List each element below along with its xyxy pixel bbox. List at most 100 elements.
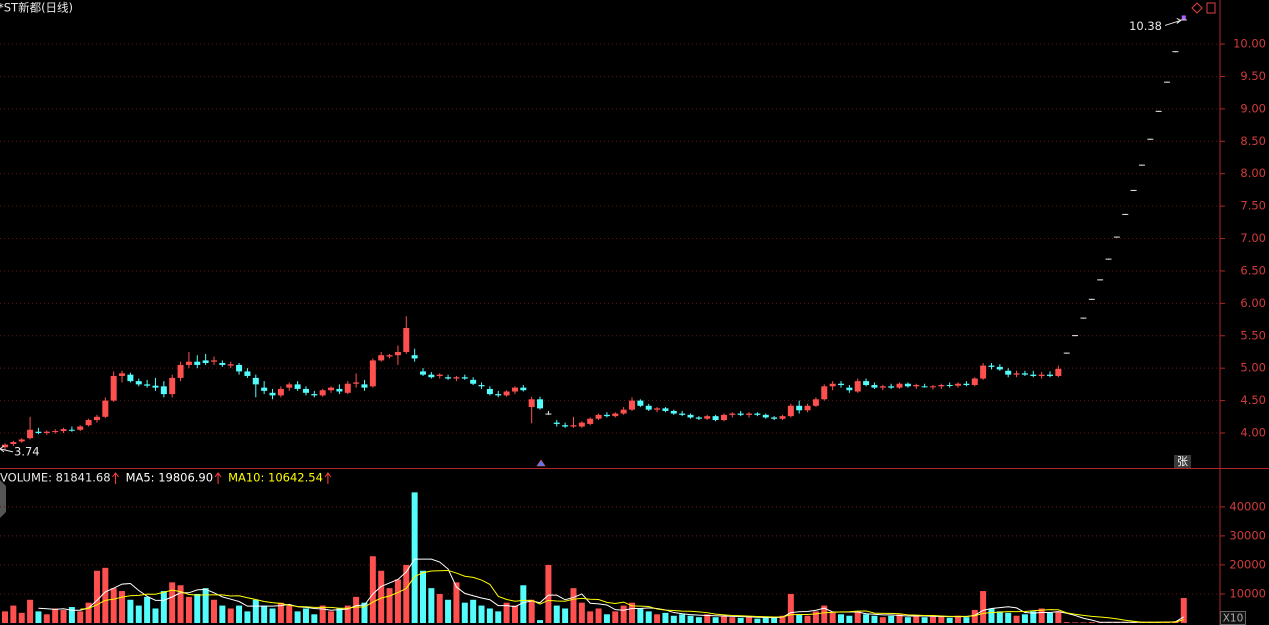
price-label: 10.38	[1129, 19, 1162, 33]
candle-body	[127, 374, 134, 382]
volume-bar	[252, 599, 259, 623]
y-tick-label: 10000	[1229, 586, 1266, 600]
candle-body	[712, 416, 719, 421]
volume-bar	[629, 602, 635, 623]
candle-body	[720, 414, 727, 421]
volume-bar	[1047, 612, 1053, 623]
candle-body	[1021, 373, 1028, 375]
candle-body	[403, 327, 410, 352]
candle-body	[570, 425, 577, 427]
icon-diamond[interactable]	[1191, 2, 1203, 14]
candle-body	[804, 405, 811, 411]
volume-bar	[1063, 622, 1070, 623]
volume-bar	[378, 570, 385, 623]
candle-body	[470, 379, 477, 384]
candle-body	[988, 365, 995, 367]
candle-body	[1105, 258, 1112, 260]
icon-window[interactable]	[1206, 2, 1216, 14]
candle-body	[503, 391, 510, 396]
candle-body	[10, 442, 17, 445]
candle-body	[1113, 236, 1120, 238]
candle-body	[43, 431, 50, 433]
candle-body	[670, 410, 677, 414]
candle-body	[211, 360, 217, 362]
y-tick-label: 4.50	[1240, 393, 1266, 407]
candle-body	[511, 387, 518, 392]
candle-body	[261, 387, 268, 391]
candle-body	[578, 422, 585, 427]
volume-bar	[470, 599, 477, 623]
volume-bar	[110, 588, 117, 623]
volume-bar	[578, 602, 585, 623]
candle-body	[110, 375, 117, 401]
candle-body	[896, 383, 903, 388]
volume-bar	[35, 611, 42, 623]
volume-bar	[294, 611, 301, 623]
candle-body	[537, 399, 544, 409]
candle-body	[68, 429, 75, 431]
volume-bar	[679, 614, 686, 623]
volume-bar	[319, 605, 326, 623]
volume-bar	[620, 605, 627, 623]
candle-body	[996, 366, 1003, 370]
candle-body	[971, 378, 978, 386]
volume-bar	[277, 602, 284, 623]
candle-body	[746, 413, 753, 415]
candle-body	[244, 371, 251, 376]
volume-bar	[478, 605, 485, 623]
volume-bar	[670, 615, 677, 623]
volume-bar	[336, 608, 343, 623]
candle-body	[963, 383, 970, 386]
candle-body	[93, 416, 100, 421]
volume-bar	[921, 617, 928, 623]
candle-body	[219, 362, 226, 365]
volume-bar	[43, 614, 50, 623]
candle-body	[854, 381, 861, 392]
candle-body	[520, 387, 527, 391]
volume-bar	[1021, 614, 1028, 623]
volume-bar	[1180, 598, 1187, 623]
candle-body	[227, 364, 234, 366]
candle-body	[679, 413, 686, 415]
volume-bar	[1088, 622, 1095, 623]
volume-bar	[160, 591, 167, 623]
candle-body	[796, 405, 803, 411]
candle-body	[478, 385, 485, 387]
volume-bar	[93, 570, 100, 623]
label-arrow	[1164, 17, 1182, 26]
candle-body	[144, 384, 151, 386]
candle-body	[169, 377, 176, 395]
volume-bar	[18, 612, 25, 623]
candle-body	[1138, 164, 1145, 166]
volume-bar	[127, 599, 134, 623]
volume-bar	[102, 567, 109, 623]
volume-bar	[495, 611, 502, 623]
candle-body	[687, 414, 694, 418]
candle-body	[1180, 19, 1187, 21]
panel-handle[interactable]	[0, 480, 6, 518]
ma-line	[80, 569, 1184, 623]
candle-body	[888, 386, 895, 388]
candle-body	[486, 388, 493, 395]
volume-bar	[963, 617, 970, 623]
volume-bar	[729, 617, 736, 623]
candle-body	[369, 360, 376, 387]
candle-body	[361, 384, 368, 388]
candle-body	[662, 408, 669, 411]
y-tick-label: 8.00	[1240, 166, 1266, 180]
y-tick-label: 6.00	[1240, 296, 1266, 310]
y-tick-label: 10.00	[1233, 37, 1266, 51]
candle-body	[787, 405, 794, 417]
candle-body	[336, 388, 343, 392]
volume-bar	[152, 608, 159, 623]
candle-body	[2, 444, 8, 448]
event-marker[interactable]	[536, 459, 546, 467]
candle-body	[1080, 317, 1087, 319]
volume-bar	[60, 609, 67, 623]
corner-box[interactable]	[1174, 455, 1191, 468]
legend-arrow	[112, 472, 119, 484]
candle-body	[645, 405, 652, 410]
volume-bar	[1080, 622, 1087, 623]
chart-title: *ST新都(日线)	[0, 1, 73, 15]
